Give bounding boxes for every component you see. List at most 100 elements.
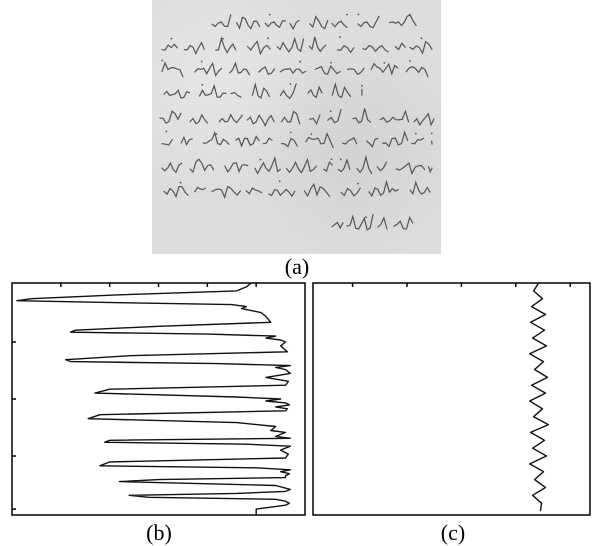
- handwriting-word: [276, 36, 305, 53]
- handwriting-dot: [365, 216, 367, 219]
- handwriting-word: [189, 113, 209, 125]
- smoothed-profile-chart: [311, 281, 592, 517]
- handwriting-dot: [330, 158, 333, 161]
- handwriting-word: [389, 14, 417, 27]
- handwriting-dot: [430, 132, 433, 135]
- handwriting-word: [395, 162, 426, 176]
- handwriting-word: [254, 155, 281, 175]
- handwriting-word: [356, 154, 373, 175]
- handwriting-word: [281, 137, 298, 148]
- handwriting-word: [161, 161, 183, 174]
- handwriting-word: [366, 137, 379, 148]
- handwriting-word: [413, 112, 435, 127]
- handwriting-word: [342, 137, 358, 145]
- handwriting-word: [229, 61, 250, 76]
- handwriting-word: [309, 15, 329, 30]
- handwriting-word: [347, 67, 365, 76]
- handwriting-dot: [170, 37, 173, 40]
- handwriting-word: [202, 130, 230, 146]
- handwriting-word: [346, 213, 374, 231]
- handwriting-word: [183, 41, 205, 56]
- handwriting-word: [357, 15, 380, 29]
- handwriting-word: [376, 161, 387, 172]
- handwriting-dot: [222, 37, 224, 40]
- handwriting-dot: [409, 60, 411, 62]
- handwriting-word: [163, 89, 191, 99]
- handwriting-dot: [357, 182, 359, 185]
- handwriting-dot: [310, 133, 313, 135]
- handwriting-word: [336, 45, 355, 54]
- handwriting-dot: [346, 13, 348, 16]
- handwriting-word: [286, 157, 317, 174]
- handwriting-word: [224, 162, 249, 174]
- handwriting-dot: [165, 130, 168, 133]
- profile-b-plot: [11, 282, 306, 516]
- handwriting-word: [246, 114, 275, 128]
- handwriting-word: [409, 40, 433, 55]
- handwriting-word: [236, 16, 261, 30]
- handwriting-word: [314, 65, 341, 76]
- handwriting-word: [279, 83, 297, 100]
- handwriting-word: [377, 216, 388, 230]
- handwriting-word: [362, 44, 389, 53]
- handwriting-word: [370, 62, 399, 76]
- handwriting-image: [152, 0, 441, 254]
- handwriting-dot: [357, 13, 360, 16]
- handwriting-word: [305, 132, 334, 149]
- handwriting-word: [264, 20, 286, 28]
- plot-frame: [312, 282, 591, 516]
- handwriting-word: [262, 137, 273, 145]
- handwriting-word: [268, 188, 296, 198]
- handwriting-word: [411, 137, 425, 145]
- profile-c-plot: [312, 282, 591, 516]
- profile-line-series-0: [16, 282, 291, 515]
- handwriting-word: [251, 82, 270, 99]
- handwriting-dot: [201, 84, 204, 86]
- handwriting-word: [427, 166, 433, 174]
- handwriting-word: [215, 36, 237, 54]
- handwriting-dot: [408, 13, 411, 16]
- handwriting-word: [303, 182, 331, 198]
- projection-profile-chart: [10, 281, 307, 517]
- handwriting-word: [331, 82, 352, 99]
- handwriting-dot: [339, 158, 342, 161]
- handwriting-word: [189, 158, 215, 174]
- paper-texture: [152, 0, 441, 254]
- handwriting-word: [379, 109, 410, 123]
- handwriting-word: [161, 43, 178, 51]
- profile-line-series-0: [528, 282, 550, 512]
- handwriting-word: [211, 14, 232, 28]
- caption-a: (a): [284, 254, 310, 279]
- handwriting-word: [218, 113, 243, 124]
- handwriting-word: [337, 157, 351, 173]
- handwriting-dot: [289, 83, 292, 85]
- handwriting-word: [280, 110, 301, 125]
- handwriting-dot: [268, 13, 271, 16]
- handwriting-word: [279, 68, 307, 75]
- handwriting-dot: [200, 60, 203, 63]
- handwriting-word: [327, 109, 342, 124]
- handwriting-word: [394, 42, 406, 51]
- handwriting-word: [161, 61, 184, 78]
- handwriting-word: [180, 135, 193, 147]
- handwriting-word: [230, 91, 242, 98]
- handwriting-dot: [339, 36, 341, 39]
- handwriting-word: [331, 20, 348, 29]
- handwriting-dot: [259, 158, 262, 161]
- handwriting-word: [340, 187, 361, 197]
- handwriting-word: [161, 139, 173, 146]
- handwriting-dot: [361, 84, 363, 87]
- handwriting-word: [211, 185, 241, 199]
- handwriting-word: [331, 221, 344, 230]
- caption-c: (c): [440, 520, 466, 545]
- handwriting-dot: [299, 60, 302, 63]
- handwriting-dot: [414, 132, 417, 135]
- handwriting-dot: [330, 61, 332, 64]
- handwriting-word: [163, 185, 189, 199]
- handwriting-word: [405, 66, 429, 78]
- handwriting-word: [323, 160, 333, 173]
- handwriting-word: [198, 83, 227, 98]
- handwriting-word: [258, 66, 276, 76]
- handwriting-dot: [329, 110, 332, 113]
- handwriting-strokes: [159, 13, 435, 231]
